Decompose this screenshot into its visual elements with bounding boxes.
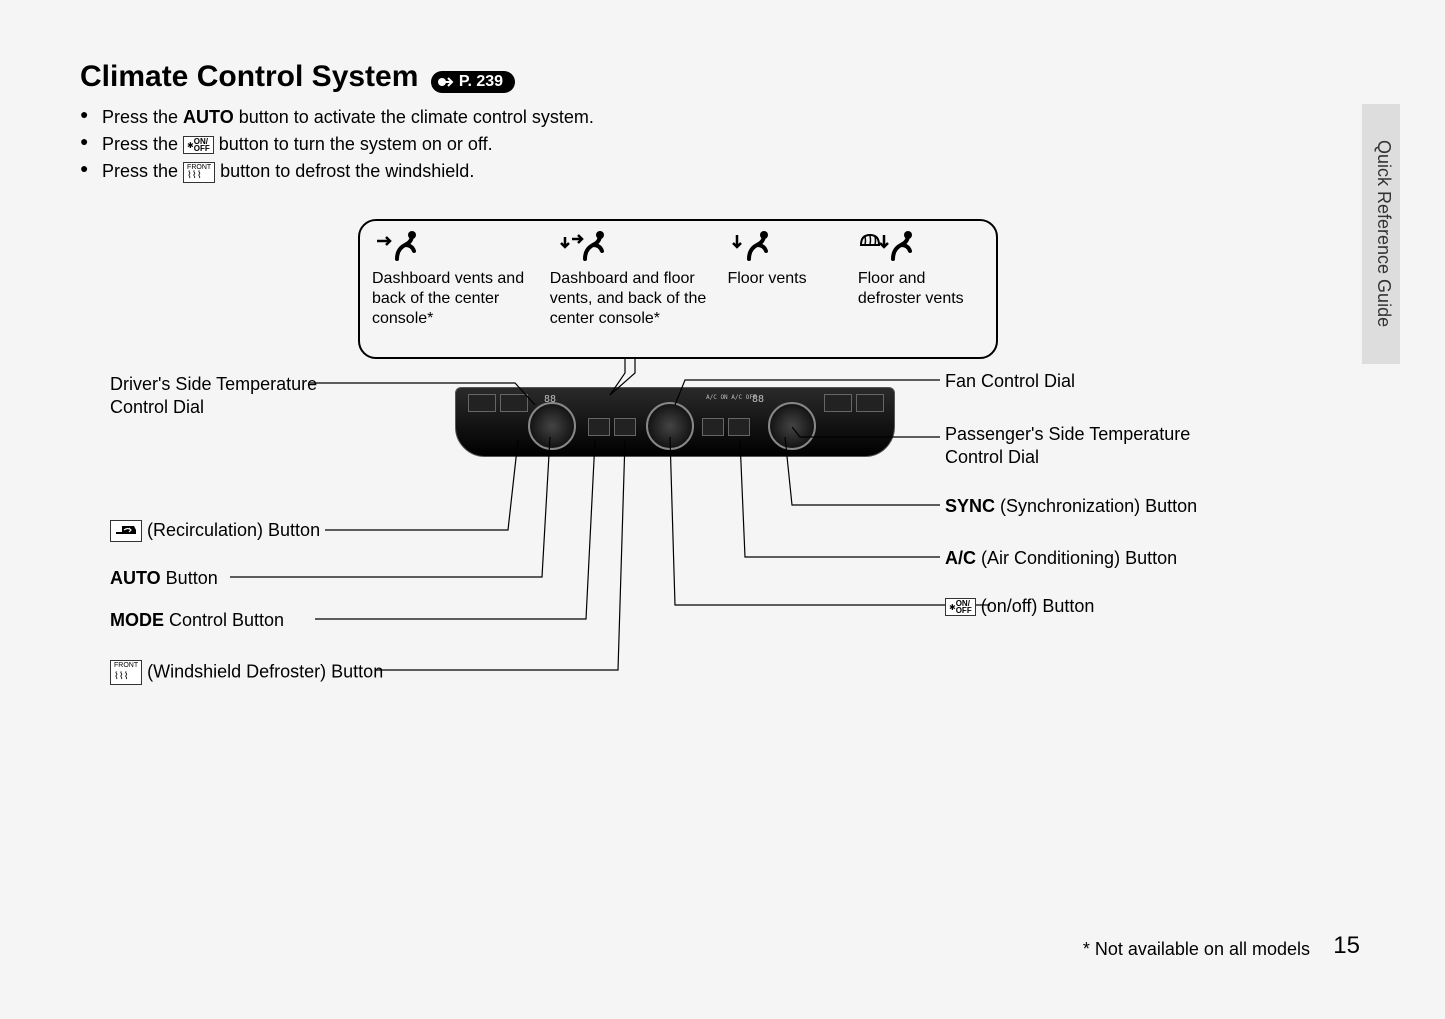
label-driver-dial: Driver's Side Temperature Control Dial [110,373,320,420]
vent-icon-floor [727,231,837,263]
label-auto: AUTO Button [110,567,218,590]
label-defrost: FRONT⌇⌇⌇ (Windshield Defroster) Button [110,660,383,685]
panel-passenger-dial [768,402,816,450]
panel-front-button [614,418,636,436]
label-onoff: ✱ON/OFF (on/off) Button [945,595,1094,618]
panel-rear-button [702,418,724,436]
header: Climate Control System P. 239 Press the … [80,60,594,185]
page-title: Climate Control System [80,60,418,94]
panel-ac-button [728,418,750,436]
defrost-text: (Windshield Defroster) Button [142,661,383,681]
vent-mode-1: Dashboard vents and back of the center c… [372,231,530,347]
climate-control-panel: 88 A/C ON A/C OFF 88 [455,387,895,457]
ac-bold: A/C [945,548,976,568]
b2-post: button to turn the system on or off. [214,134,493,154]
b2-pre: Press the [102,134,183,154]
panel-button-r2 [856,394,884,412]
label-mode: MODE Control Button [110,609,284,632]
page: Climate Control System P. 239 Press the … [20,20,1400,990]
vent4-text: Floor and defroster vents [858,270,964,307]
page-ref-text: P. 239 [459,73,503,91]
panel-button-l1 [468,394,496,412]
onoff-text: (on/off) Button [976,596,1095,616]
bullet-item-3: Press the FRONT⌇⌇⌇ button to defrost the… [80,158,594,185]
bullet-list: Press the AUTO button to activate the cl… [80,104,594,185]
side-tab-label: Quick Reference Guide [1373,140,1394,327]
label-fan-dial: Fan Control Dial [945,370,1075,393]
vent3-text: Floor vents [727,270,806,287]
panel-button-r1 [824,394,852,412]
label-recirc: (Recirculation) Button [110,519,320,542]
vent-mode-4: Floor and defroster vents [858,231,984,347]
b1-pre: Press the [102,107,183,127]
label-passenger-dial: Passenger's Side Temperature Control Dia… [945,423,1215,470]
b3-post: button to defrost the windshield. [215,161,474,181]
label-ac: A/C (Air Conditioning) Button [945,547,1177,570]
onoff-inline-icon: ✱ON/OFF [183,136,214,154]
vent1-text: Dashboard vents and back of the center c… [372,270,524,327]
b1-bold: AUTO [183,107,234,127]
recirc-icon [110,520,142,542]
sync-bold: SYNC [945,496,995,516]
ac-suffix: (Air Conditioning) Button [976,548,1177,568]
vent2-text: Dashboard and floor vents, and back of t… [550,270,707,327]
footnote: * Not available on all models [1083,939,1310,960]
panel-button-l2 [500,394,528,412]
link-arrow-icon [437,75,455,89]
onoff-icon: ✱ON/OFF [945,598,976,616]
mode-bold: MODE [110,610,164,630]
vent-mode-2: Dashboard and floor vents, and back of t… [550,231,708,347]
auto-suffix: Button [161,568,218,588]
recirc-text: (Recirculation) Button [142,520,320,540]
front-defrost-inline-icon: FRONT⌇⌇⌇ [183,162,215,183]
mode-suffix: Control Button [164,610,284,630]
diagram: Dashboard vents and back of the center c… [80,205,1240,705]
vent-mode-3: Floor vents [727,231,837,347]
sync-suffix: (Synchronization) Button [995,496,1197,516]
vent-icon-dashboard [372,231,530,263]
front-defrost-icon: FRONT⌇⌇⌇ [110,660,142,685]
panel-display-right: 88 [752,394,764,412]
panel-mode-button [588,418,610,436]
bullet-item-1: Press the AUTO button to activate the cl… [80,104,594,131]
page-number: 15 [1333,932,1360,960]
vent-modes-box: Dashboard vents and back of the center c… [358,219,998,359]
auto-bold: AUTO [110,568,161,588]
panel-display-ac: A/C ON A/C OFF [706,394,757,412]
panel-fan-dial [646,402,694,450]
vent-icon-dash-floor [550,231,708,263]
panel-driver-dial [528,402,576,450]
label-sync: SYNC (Synchronization) Button [945,495,1197,518]
b3-pre: Press the [102,161,183,181]
b1-post: button to activate the climate control s… [234,107,594,127]
bullet-item-2: Press the ✱ON/OFF button to turn the sys… [80,131,594,158]
vent-icon-floor-defrost [858,231,984,263]
page-reference-badge: P. 239 [431,71,515,93]
